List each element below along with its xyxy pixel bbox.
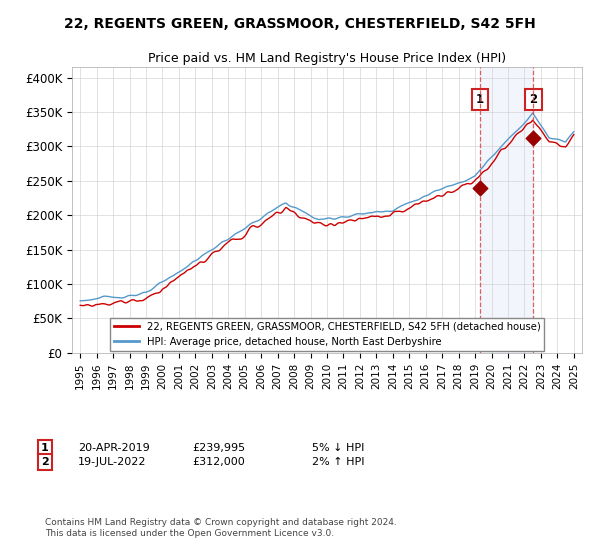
Text: Contains HM Land Registry data © Crown copyright and database right 2024.
This d: Contains HM Land Registry data © Crown c… — [45, 518, 397, 538]
Text: 1: 1 — [41, 443, 49, 453]
Text: 5% ↓ HPI: 5% ↓ HPI — [312, 443, 364, 453]
Text: £312,000: £312,000 — [192, 457, 245, 467]
Text: 1: 1 — [476, 93, 484, 106]
Text: 2% ↑ HPI: 2% ↑ HPI — [312, 457, 365, 467]
Point — [475, 183, 485, 192]
Text: 22, REGENTS GREEN, GRASSMOOR, CHESTERFIELD, S42 5FH: 22, REGENTS GREEN, GRASSMOOR, CHESTERFIE… — [64, 17, 536, 31]
Bar — [480, 67, 533, 353]
Point — [529, 134, 538, 143]
Text: £239,995: £239,995 — [192, 443, 245, 453]
Legend: 22, REGENTS GREEN, GRASSMOOR, CHESTERFIELD, S42 5FH (detached house), HPI: Avera: 22, REGENTS GREEN, GRASSMOOR, CHESTERFIE… — [110, 318, 544, 351]
Text: 2: 2 — [41, 457, 49, 467]
Title: Price paid vs. HM Land Registry's House Price Index (HPI): Price paid vs. HM Land Registry's House … — [148, 52, 506, 64]
Text: 20-APR-2019: 20-APR-2019 — [78, 443, 150, 453]
Text: 2: 2 — [529, 93, 538, 106]
Text: 19-JUL-2022: 19-JUL-2022 — [78, 457, 146, 467]
